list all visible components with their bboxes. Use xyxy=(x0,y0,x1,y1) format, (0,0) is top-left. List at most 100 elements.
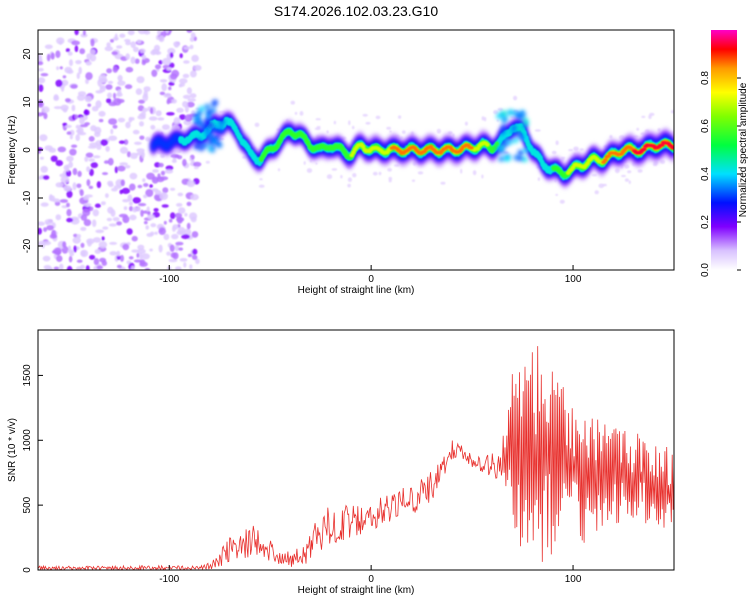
colorbar-tick-label: 0.2 xyxy=(700,215,711,229)
snr-frame xyxy=(37,329,675,571)
ridge-bump-blob xyxy=(216,142,223,149)
ridge-bump-blob xyxy=(513,154,520,161)
x-tick-label: 0 xyxy=(368,574,374,585)
noise-blob xyxy=(95,229,105,234)
ridge-bump-blob xyxy=(501,134,508,141)
noise-blob xyxy=(76,234,81,239)
noise-blob xyxy=(158,162,164,168)
noise-blob xyxy=(136,76,145,84)
noise-blob xyxy=(122,243,130,251)
noise-blob xyxy=(189,264,193,270)
noise-blob xyxy=(107,80,114,84)
noise-blob xyxy=(182,158,187,167)
noise-blob xyxy=(68,255,73,263)
noise-blob xyxy=(657,128,661,132)
noise-blob xyxy=(140,111,146,118)
noise-blob xyxy=(38,77,46,84)
noise-blob xyxy=(436,128,442,134)
noise-blob xyxy=(129,214,137,221)
ridge-bump-blob xyxy=(198,145,205,152)
noise-blob xyxy=(122,199,130,203)
noise-blob xyxy=(38,176,42,180)
noise-blob xyxy=(132,129,140,135)
noise-blob xyxy=(89,206,94,212)
noise-blob xyxy=(179,258,188,262)
noise-blob xyxy=(174,212,183,219)
noise-blob xyxy=(452,133,455,138)
ridge-bump xyxy=(193,99,225,153)
noise-blob xyxy=(67,249,74,253)
ridge-bump-blob xyxy=(218,124,225,131)
noise-blob xyxy=(38,227,42,235)
spectrogram-x-ticks: -100 0 100 xyxy=(159,265,582,285)
noise-blob xyxy=(365,121,371,125)
noise-blob xyxy=(157,30,162,36)
noise-blob xyxy=(142,178,146,183)
noise-blob xyxy=(109,241,118,245)
noise-blob xyxy=(98,78,108,83)
noise-blob xyxy=(75,134,80,142)
x-tick-label: 0 xyxy=(368,274,374,285)
noise-blob xyxy=(171,99,177,104)
noise-blob xyxy=(149,184,153,188)
noise-blob xyxy=(124,84,133,90)
ridge-segment xyxy=(603,158,608,162)
noise-blob xyxy=(151,69,158,77)
noise-blob xyxy=(75,60,82,65)
noise-blob xyxy=(299,111,304,116)
noise-blob xyxy=(96,181,102,189)
ridge-bump-blob xyxy=(196,138,203,145)
noise-blob xyxy=(493,110,499,115)
noise-blob xyxy=(84,156,89,162)
noise-blob xyxy=(44,44,53,50)
noise-blob xyxy=(104,46,114,52)
noise-blob xyxy=(175,241,184,246)
noise-blob xyxy=(95,100,102,109)
noise-blob xyxy=(186,222,191,230)
noise-blob xyxy=(88,136,95,142)
ridge-bump-blob xyxy=(204,103,211,110)
noise-blob xyxy=(154,231,158,235)
noise-blob xyxy=(173,117,181,126)
noise-blob xyxy=(77,94,85,101)
ridge-bump-blob xyxy=(516,126,523,133)
ridge-bump-blob xyxy=(193,113,200,120)
noise-blob xyxy=(48,267,53,270)
y-tick-label: 1500 xyxy=(22,364,33,387)
noise-blob xyxy=(55,160,63,167)
noise-blob xyxy=(534,129,541,132)
noise-blob xyxy=(116,45,123,49)
noise-blob xyxy=(131,249,140,253)
noise-blob xyxy=(108,101,117,107)
noise-blob xyxy=(388,179,392,183)
noise-blob xyxy=(96,265,104,270)
ridge-bump-blob xyxy=(498,143,505,150)
ridge-bump-blob xyxy=(523,147,530,154)
ridge-bump-blob xyxy=(205,132,212,139)
noise-blob xyxy=(131,235,138,242)
noise-blob xyxy=(621,174,626,178)
noise-blob xyxy=(86,166,91,173)
noise-blob xyxy=(160,170,166,176)
noise-blob xyxy=(170,252,177,258)
noise-blob xyxy=(106,98,112,104)
noise-blob xyxy=(110,209,116,217)
noise-blob xyxy=(496,119,499,122)
noise-blob xyxy=(78,66,82,75)
noise-blob xyxy=(331,168,338,171)
snr-x-label: Height of straight line (km) xyxy=(298,585,415,596)
noise-blob xyxy=(624,164,630,169)
noise-blob xyxy=(38,61,44,66)
noise-blob xyxy=(92,155,101,159)
noise-blob xyxy=(186,101,195,108)
noise-blob xyxy=(401,130,406,135)
noise-blob xyxy=(183,262,187,268)
noise-blob xyxy=(80,242,85,248)
ridge-bump-blob xyxy=(501,117,508,124)
noise-blob xyxy=(259,178,263,181)
noise-blob xyxy=(40,202,49,207)
noise-blob xyxy=(39,134,48,142)
noise-blob xyxy=(59,66,63,70)
noise-blob xyxy=(598,183,605,189)
ridge-bump-blob xyxy=(519,111,526,118)
